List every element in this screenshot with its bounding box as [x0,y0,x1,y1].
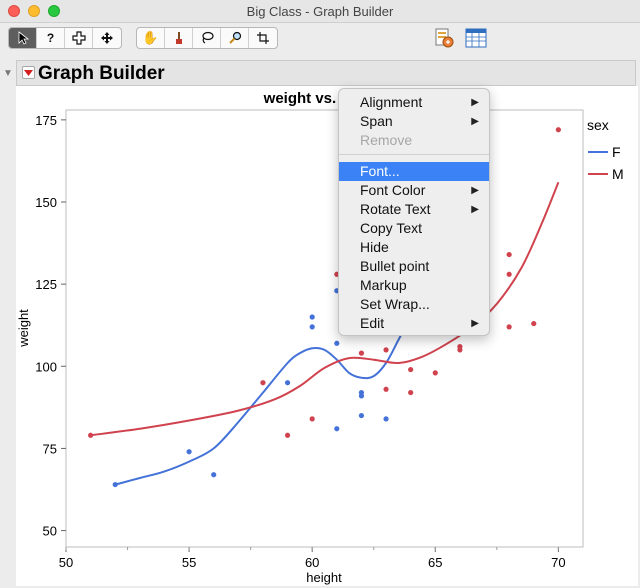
brush-tool-icon[interactable] [165,28,193,48]
title-bar: Big Class - Graph Builder [0,0,640,23]
menu-item-rotate-text[interactable]: Rotate Text ▶ [339,200,489,219]
toolbar: ? ✋ [0,23,640,55]
menu-item-markup[interactable]: Markup [339,276,489,295]
minimize-window-button[interactable] [28,5,40,17]
menu-item-label: Font... [360,163,400,179]
submenu-arrow-icon: ▶ [471,204,479,215]
context-menu: Alignment ▶ Span ▶ Remove Font... Font Color ▶ R… [338,88,490,336]
submenu-arrow-icon: ▶ [471,318,479,329]
menu-item-label: Edit [360,315,385,331]
graph-builder-outline: Graph Builder [16,60,636,86]
menu-item-font-color[interactable]: Font Color ▶ [339,181,489,200]
crosshair-tool-icon[interactable] [249,28,277,48]
menu-item-hide[interactable]: Hide [339,238,489,257]
menu-item-remove: Remove [339,131,489,150]
zoom-window-button[interactable] [48,5,60,17]
menu-item-span[interactable]: Span ▶ [339,112,489,131]
menu-item-copy-text[interactable]: Copy Text [339,219,489,238]
lasso-tool-icon[interactable] [193,28,221,48]
menu-item-label: Copy Text [360,220,422,236]
data-grid-icon[interactable] [464,26,488,50]
submenu-arrow-icon: ▶ [471,116,479,127]
submenu-arrow-icon: ▶ [471,97,479,108]
grabber-tool-icon[interactable]: ✋ [137,28,165,48]
menu-separator [339,154,489,155]
window-title: Big Class - Graph Builder [246,4,394,19]
menu-item-label: Bullet point [360,258,430,274]
disclosure-triangle-icon[interactable]: ▼ [3,68,13,79]
close-window-button[interactable] [8,5,20,17]
menu-item-font[interactable]: Font... [339,162,489,181]
menu-item-set-wrap[interactable]: Set Wrap... [339,295,489,314]
menu-item-label: Span [360,113,393,129]
menu-item-bullet-point[interactable]: Bullet point [339,257,489,276]
menu-item-label: Markup [360,277,407,293]
menu-item-label: Alignment [360,94,423,110]
data-table-report-icon[interactable] [432,26,456,50]
red-triangle-menu-icon[interactable] [22,66,35,79]
selection-tool-icon[interactable] [65,28,93,48]
arrow-tool-icon[interactable] [9,28,37,48]
menu-item-alignment[interactable]: Alignment ▶ [339,93,489,112]
tool-group-1: ? [8,27,122,49]
magnifier-tool-icon[interactable] [221,28,249,48]
menu-item-label: Font Color [360,182,426,198]
graph-area [16,86,638,586]
help-tool-icon[interactable]: ? [37,28,65,48]
menu-item-label: Remove [360,132,413,148]
menu-item-label: Set Wrap... [360,296,430,312]
move-tool-icon[interactable] [93,28,121,48]
panel-title: Graph Builder [38,63,165,84]
menu-item-edit[interactable]: Edit ▶ [339,314,489,333]
chart-title[interactable]: weight vs. height [263,90,386,107]
submenu-arrow-icon: ▶ [471,185,479,196]
menu-item-label: Rotate Text [360,201,431,217]
tool-group-2: ✋ [136,27,278,49]
menu-item-label: Hide [360,239,389,255]
